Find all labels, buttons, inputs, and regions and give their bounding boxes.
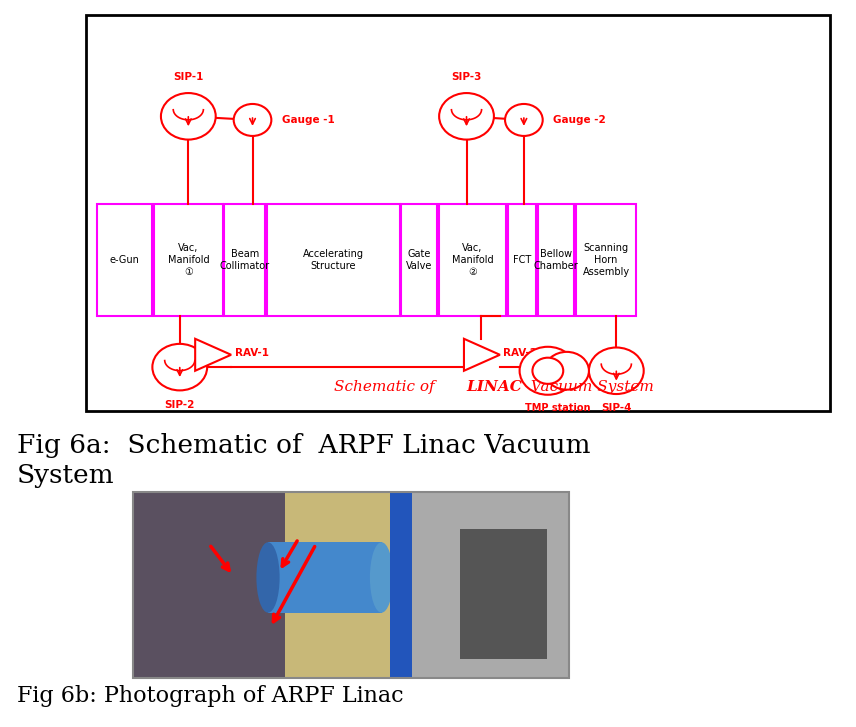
- Bar: [508, 204, 536, 316]
- Circle shape: [532, 358, 563, 384]
- Text: TMP station: TMP station: [525, 403, 590, 414]
- Bar: [267, 204, 400, 316]
- Polygon shape: [195, 339, 231, 371]
- Text: Vac,
Manifold
①: Vac, Manifold ①: [168, 244, 209, 276]
- Bar: [97, 204, 152, 316]
- Text: e-Gun: e-Gun: [110, 255, 140, 265]
- Text: SIP-4: SIP-4: [601, 403, 632, 414]
- Text: RAV-1: RAV-1: [235, 348, 269, 358]
- Text: SIP-2: SIP-2: [164, 400, 195, 410]
- Ellipse shape: [370, 542, 393, 613]
- Circle shape: [234, 104, 271, 136]
- Bar: [390, 492, 412, 678]
- Text: SIP-3: SIP-3: [451, 72, 482, 82]
- Bar: [460, 529, 547, 659]
- Bar: [133, 492, 360, 678]
- Text: Gate
Valve: Gate Valve: [407, 249, 432, 270]
- Text: Bellow
Chamber: Bellow Chamber: [533, 249, 579, 270]
- Circle shape: [505, 104, 543, 136]
- Text: Fig 6a:  Schematic of  ARPF Linac Vacuum
System: Fig 6a: Schematic of ARPF Linac Vacuum S…: [17, 433, 591, 488]
- Bar: [224, 204, 265, 316]
- Text: Gauge -1: Gauge -1: [282, 115, 335, 125]
- Circle shape: [439, 93, 494, 140]
- Circle shape: [152, 344, 207, 390]
- Text: Schematic of: Schematic of: [334, 379, 439, 394]
- Text: LINAC: LINAC: [467, 379, 522, 394]
- Text: Gauge -2: Gauge -2: [553, 115, 606, 125]
- Bar: [154, 204, 223, 316]
- Bar: [268, 542, 382, 613]
- Bar: [576, 204, 636, 316]
- Text: SIP-1: SIP-1: [173, 72, 204, 82]
- Bar: [439, 204, 506, 316]
- Text: Scanning
Horn
Assembly: Scanning Horn Assembly: [582, 244, 630, 276]
- Bar: [412, 492, 569, 678]
- Text: FCT: FCT: [513, 255, 531, 265]
- Circle shape: [161, 93, 216, 140]
- Text: Vac,
Manifold
②: Vac, Manifold ②: [452, 244, 493, 276]
- Bar: [401, 204, 437, 316]
- Bar: [538, 204, 574, 316]
- Bar: [133, 492, 569, 678]
- Bar: [285, 492, 438, 678]
- Bar: [86, 15, 830, 411]
- Polygon shape: [464, 339, 500, 371]
- Ellipse shape: [257, 542, 280, 613]
- Text: Beam
Collimator: Beam Collimator: [220, 249, 270, 270]
- Circle shape: [589, 348, 644, 394]
- Text: RAV-2: RAV-2: [503, 348, 538, 358]
- Text: Accelerating
Structure: Accelerating Structure: [303, 249, 364, 270]
- Circle shape: [544, 352, 589, 390]
- Bar: [133, 492, 569, 678]
- Circle shape: [520, 347, 576, 395]
- Text: Fig 6b: Photograph of ARPF Linac: Fig 6b: Photograph of ARPF Linac: [17, 685, 404, 707]
- Text: Vacuum System: Vacuum System: [526, 379, 654, 394]
